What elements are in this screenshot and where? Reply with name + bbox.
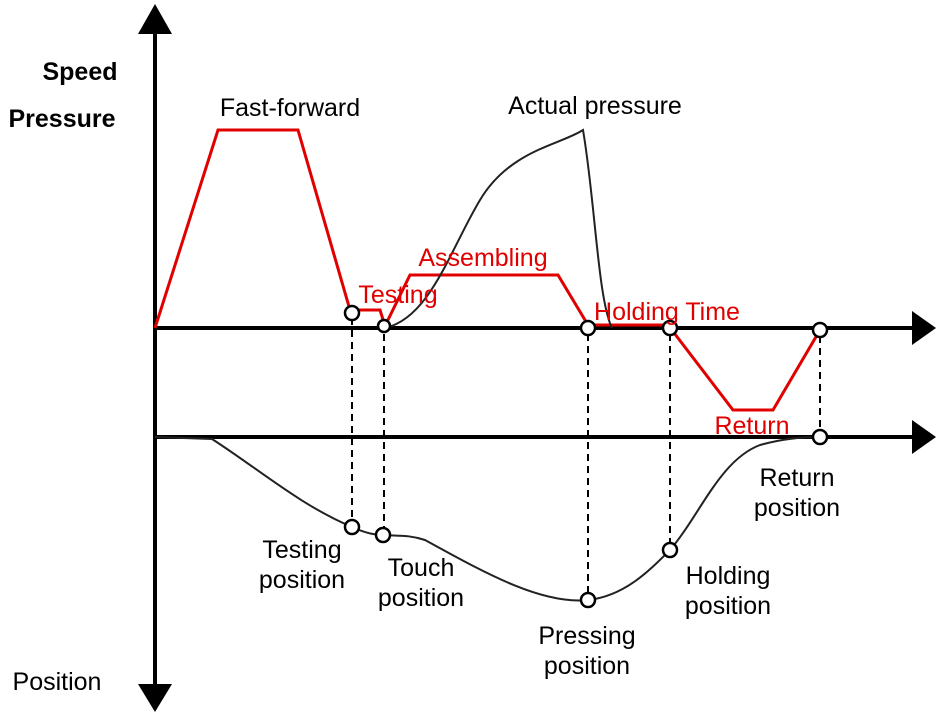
phase-label: Testing: [358, 281, 437, 309]
axis-label: Pressure: [8, 105, 115, 133]
position-label: position: [685, 592, 771, 620]
phase-label: Return: [714, 412, 789, 440]
position-label: position: [259, 566, 345, 594]
axes: [138, 4, 936, 712]
position-label: Testing: [262, 536, 341, 564]
position-label: Holding: [686, 562, 771, 590]
guide-lines: [351, 318, 821, 594]
position-label: Return: [759, 464, 834, 492]
phase-label: Actual pressure: [508, 92, 682, 120]
position-label: Touch: [388, 554, 455, 582]
phase-label: Fast-forward: [220, 94, 360, 122]
axis-label: Position: [13, 668, 102, 696]
position-label: Pressing: [538, 622, 635, 650]
position-label: position: [544, 652, 630, 680]
axis-label: Speed: [42, 58, 117, 86]
pressure-curve: [384, 128, 613, 329]
phase-label: Holding Time: [594, 298, 740, 326]
phase-label: Assembling: [418, 244, 547, 272]
speed-curve: [153, 128, 822, 412]
position-label: position: [378, 584, 464, 612]
position-label: position: [754, 494, 840, 522]
markers: [343, 304, 829, 609]
